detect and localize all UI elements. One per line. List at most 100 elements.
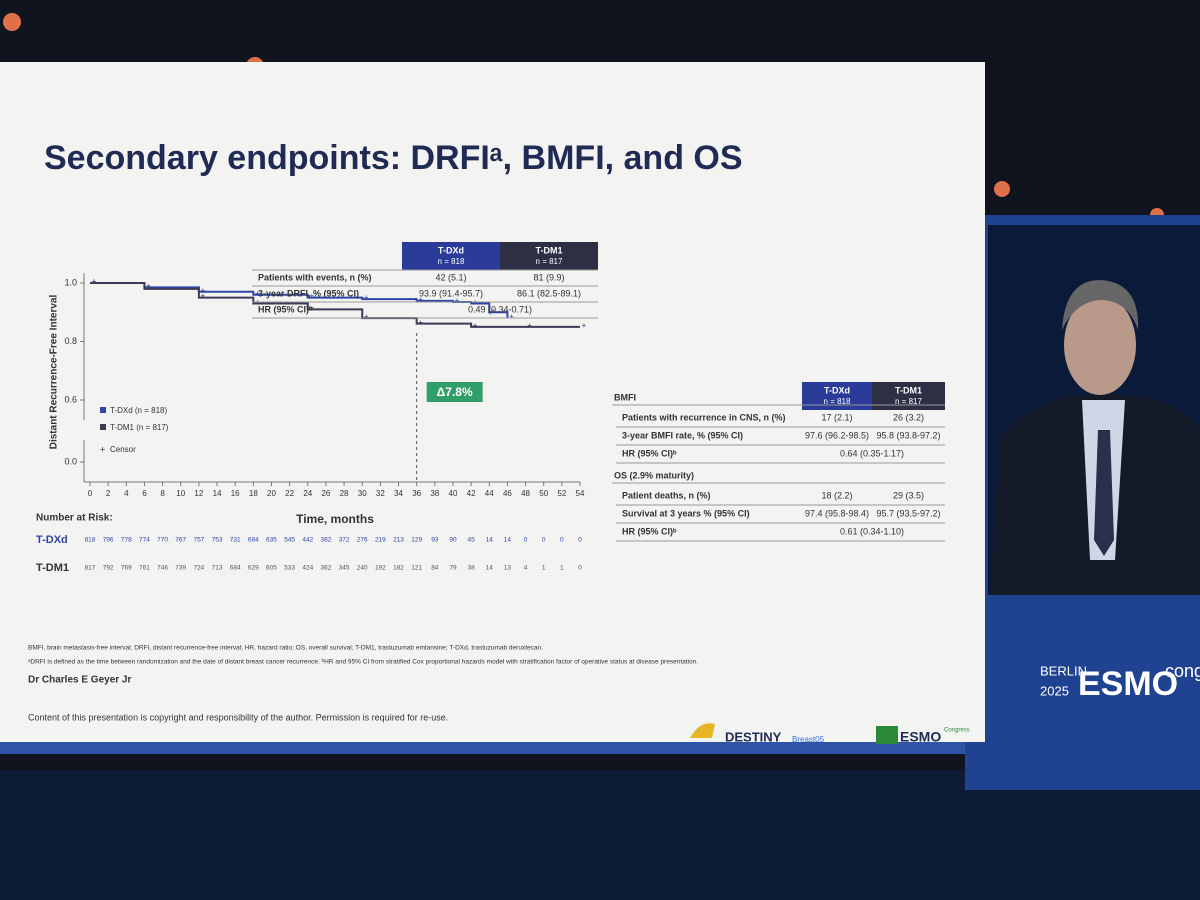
x-tick-label: 50 [539,489,548,498]
x-tick-label: 48 [521,489,530,498]
risk-value: 778 [121,537,132,544]
table-cell: 86.1 (82.5-89.1) [517,288,581,298]
x-tick-label: 14 [213,489,222,498]
censor-label: Censor [110,445,136,454]
table-cell: 0.49 (0.34-0.71) [468,304,532,314]
table-cell: 26 (3.2) [893,412,924,422]
risk-value: 84 [431,565,439,572]
table-cell: 17 (2.1) [821,412,852,422]
table-header-cell [402,242,500,270]
risk-value: 0 [524,537,528,544]
table-cell: 18 (2.2) [821,490,852,500]
risk-value: 38 [467,565,475,572]
risk-value: 533 [284,565,295,572]
legend-swatch [100,424,106,430]
risk-value: 424 [302,565,313,572]
x-tick-label: 20 [267,489,276,498]
table-cell: 95.8 (93.8-97.2) [876,430,940,440]
presenter: Dr Charles E Geyer Jr [28,675,131,686]
table-row-label: 3-year DRFI, % (95% CI) [258,288,359,298]
table-cell: 29 (3.5) [893,490,924,500]
x-tick-label: 8 [160,489,165,498]
risk-value: 713 [212,565,223,572]
esmo-sub: Congress [944,728,970,734]
x-tick-label: 4 [124,489,129,498]
censor-symbol: + [100,444,105,454]
risk-value: 219 [375,537,386,544]
risk-value: 817 [85,565,96,572]
screen-glow [0,742,990,754]
risk-value: 372 [339,537,350,544]
censor-mark: + [418,318,423,327]
destiny-logo: DESTINY [725,729,782,744]
esmo-mark [876,726,898,744]
risk-value: 1 [542,565,546,572]
risk-value: 362 [320,565,331,572]
table-section-title: BMFI [614,392,636,402]
risk-value: 761 [139,565,150,572]
risk-value: 724 [193,565,204,572]
censor-mark: + [418,295,423,304]
stage-suffix: congress [1165,661,1200,681]
x-tick-label: 44 [485,489,494,498]
censor-mark: + [201,286,206,295]
risk-value: 767 [175,537,186,544]
censor-mark: + [92,277,97,286]
risk-value: 774 [139,537,150,544]
risk-value: 192 [375,565,386,572]
table-header-cell [500,242,598,270]
x-tick-label: 32 [376,489,385,498]
risk-value: 635 [266,537,277,544]
annotation-box [426,382,483,402]
x-tick-label: 28 [340,489,349,498]
risk-value: 746 [157,565,168,572]
x-tick-label: 42 [467,489,476,498]
risk-value: 79 [449,565,457,572]
risk-value: 792 [103,565,114,572]
table-row-label: Patient deaths, n (%) [622,490,711,500]
table-header: n = 817 [536,257,563,266]
table-row-label: HR (95% CI)ᵇ [622,526,677,536]
risk-value: 14 [486,565,494,572]
speaker-hair [1062,280,1139,330]
risk-value: 276 [357,537,368,544]
risk-value: 13 [504,565,512,572]
table-cell: 95.7 (93.5-97.2) [876,508,940,518]
censor-mark: + [455,296,460,305]
risk-value: 818 [85,537,96,544]
x-tick-label: 18 [249,489,258,498]
x-tick-label: 54 [576,489,585,498]
risk-value: 684 [230,565,241,572]
table-row-label: 3-year BMFI rate, % (95% CI) [622,430,743,440]
censor-mark: + [201,292,206,301]
table-section-title: OS (2.9% maturity) [614,470,694,480]
y-tick-label: 0.0 [64,456,77,466]
legend-label: T-DM1 (n = 817) [110,423,169,432]
x-tick-label: 52 [557,489,566,498]
risk-value: 45 [467,537,475,544]
risk-value: 1 [560,565,564,572]
risk-value: 796 [103,537,114,544]
risk-value: 0 [560,537,564,544]
footnote: BMFI, brain metastasis-free interval; DR… [28,645,543,652]
censor-mark: + [309,303,314,312]
table-header: n = 817 [895,397,922,406]
table-row-label: Patients with recurrence in CNS, n (%) [622,412,786,422]
risk-row-name: T-DXd [36,534,68,546]
risk-value: 93 [431,537,439,544]
risk-value: 345 [339,565,350,572]
table-row-label: Patients with events, n (%) [258,272,372,282]
stage-curtain [0,770,1200,900]
km-curve [90,282,580,328]
table-row-label: HR (95% CI)ᵇ [258,304,313,314]
light [3,13,21,31]
censor-mark: + [582,321,587,330]
risk-value: 382 [320,537,331,544]
stage-logo-box [1020,655,1200,713]
x-tick-label: 16 [231,489,240,498]
x-tick-label: 30 [358,489,367,498]
breast-logo: Breast05 [792,735,825,744]
table-row-label: Survival at 3 years % (95% CI) [622,508,750,518]
footnote: ᵃDRFI is defined as the time between ran… [28,659,698,666]
